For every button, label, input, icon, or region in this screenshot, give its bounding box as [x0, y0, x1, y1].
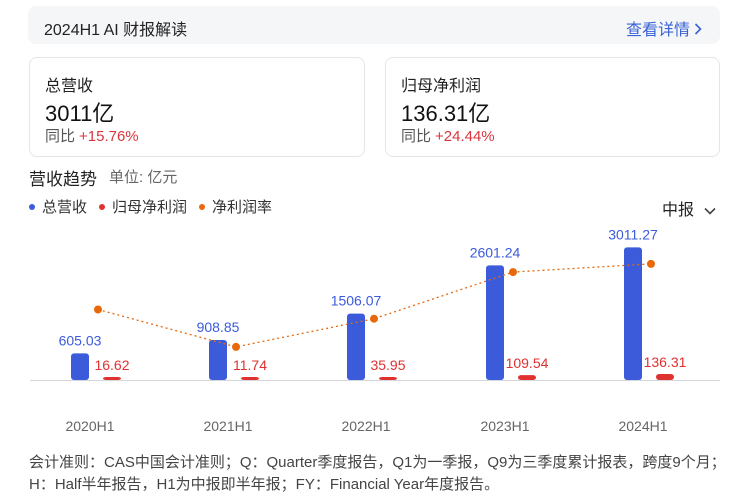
legend-dot-profit: [99, 203, 106, 210]
bar-profit-2023H1: [518, 375, 536, 380]
revenue-trend-chart: 605.03 16.62 2020H1 908.85 11.74 2021H1 1506.0…: [30, 226, 720, 434]
section-title: 营收趋势: [29, 170, 97, 189]
net-profit-label: 归母净利润: [401, 78, 482, 95]
bar-revenue-2021H1: [209, 339, 227, 380]
bar-revenue-2024H1: [624, 247, 642, 380]
section-unit: 单位: 亿元: [109, 169, 178, 186]
revenue-yoy: 同比 +15.76%: [45, 125, 139, 146]
point-margin-2021H1: [232, 342, 240, 351]
label-revenue-2021H1: 908.85: [197, 319, 240, 335]
ai-report-banner: 2024H1 AI 财报解读 查看详情: [28, 6, 720, 44]
x-tick-2024H1: 2024H1: [618, 418, 667, 434]
net-profit-card[interactable]: 归母净利润 136.31亿 同比 +24.44%: [385, 57, 720, 157]
bar-profit-2022H1: [379, 377, 397, 380]
view-details-label: 查看详情: [625, 22, 690, 39]
revenue-value: 3011亿: [45, 101, 115, 126]
chevron-down-icon: [704, 202, 716, 220]
point-margin-2023H1: [509, 268, 517, 277]
point-margin-2020H1: [94, 305, 102, 314]
bar-profit-2021H1: [241, 377, 259, 380]
x-tick-2020H1: 2020H1: [65, 418, 114, 434]
period-select[interactable]: 中报: [662, 196, 716, 220]
legend-item-margin[interactable]: 净利润率: [199, 196, 272, 217]
line-net-margin: [97, 263, 652, 348]
legend-label-revenue: 总营收: [42, 199, 88, 216]
label-revenue-2023H1: 2601.24: [470, 244, 521, 260]
revenue-yoy-value: +15.76%: [79, 128, 139, 145]
bar-revenue-2022H1: [347, 313, 365, 380]
legend-label-margin: 净利润率: [212, 199, 273, 216]
label-profit-2022H1: 35.95: [370, 357, 405, 373]
revenue-label: 总营收: [45, 78, 94, 95]
bar-profit-2020H1: [103, 377, 121, 380]
period-select-value: 中报: [662, 202, 695, 219]
net-profit-yoy-value: +24.44%: [435, 128, 495, 145]
chevron-right-icon: [694, 22, 702, 40]
net-profit-value: 136.31亿: [401, 101, 491, 126]
accounting-footnote: 会计准则：CAS中国会计准则；Q：Quarter季度报告，Q1为一季报，Q9为三…: [29, 454, 726, 493]
label-revenue-2024H1: 3011.27: [608, 226, 658, 242]
bar-revenue-2023H1: [486, 265, 504, 380]
point-margin-2024H1: [647, 259, 655, 268]
bar-profit-2024H1: [656, 373, 674, 380]
revenue-yoy-label: 同比: [45, 128, 76, 145]
view-details-link[interactable]: 查看详情: [626, 16, 702, 40]
legend-dot-margin: [199, 203, 206, 210]
label-profit-2024H1: 136.31: [644, 354, 687, 370]
legend-dot-revenue: [29, 203, 35, 210]
net-profit-yoy: 同比 +24.44%: [401, 125, 495, 146]
x-tick-2023H1: 2023H1: [480, 418, 529, 434]
label-revenue-2022H1: 1506.07: [331, 293, 382, 309]
label-profit-2021H1: 11.74: [233, 357, 267, 373]
revenue-card[interactable]: 总营收 3011亿 同比 +15.76%: [29, 57, 365, 157]
net-profit-yoy-label: 同比: [401, 128, 432, 145]
legend-item-revenue[interactable]: 总营收: [29, 196, 87, 217]
label-profit-2020H1: 16.62: [94, 357, 129, 373]
label-profit-2023H1: 109.54: [506, 355, 549, 371]
bar-revenue-2020H1: [71, 353, 89, 380]
x-tick-2022H1: 2022H1: [341, 418, 390, 434]
point-margin-2022H1: [370, 314, 378, 323]
legend-item-profit[interactable]: 归母净利润: [99, 196, 187, 217]
banner-title: 2024H1 AI 财报解读: [44, 22, 188, 39]
legend-label-profit: 归母净利润: [112, 199, 188, 216]
x-tick-2021H1: 2021H1: [203, 418, 252, 434]
chart-legend: 总营收 归母净利润 净利润率: [29, 196, 272, 217]
label-revenue-2020H1: 605.03: [59, 332, 102, 348]
